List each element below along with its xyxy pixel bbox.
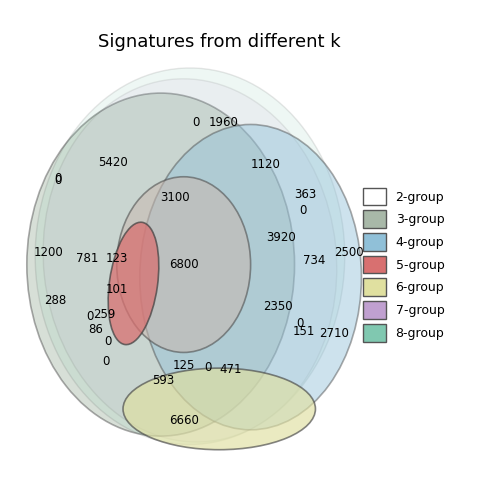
Text: 781: 781 [76,252,99,265]
Ellipse shape [27,93,294,436]
Text: 86: 86 [88,323,103,336]
Text: 6660: 6660 [169,414,199,427]
Text: 151: 151 [293,325,316,338]
Text: 0: 0 [54,174,62,187]
Text: 2500: 2500 [334,245,364,259]
Text: 1200: 1200 [34,245,64,259]
Text: 0: 0 [105,336,112,348]
Text: 288: 288 [44,294,66,306]
Text: 0: 0 [299,204,306,217]
Text: 1120: 1120 [250,158,280,171]
Text: 259: 259 [93,308,115,321]
Text: 3100: 3100 [160,191,190,204]
Ellipse shape [140,124,361,430]
Ellipse shape [43,79,337,442]
Text: 363: 363 [294,188,316,201]
Text: 2350: 2350 [263,300,293,313]
Text: 125: 125 [172,359,195,372]
Text: 101: 101 [105,283,128,296]
Text: 0: 0 [102,355,109,368]
Text: 1960: 1960 [209,116,238,129]
Text: 3920: 3920 [266,231,296,244]
Text: 593: 593 [152,374,174,387]
Text: 0: 0 [296,317,304,330]
Legend: 2-group, 3-group, 4-group, 5-group, 6-group, 7-group, 8-group: 2-group, 3-group, 4-group, 5-group, 6-gr… [359,184,448,345]
Text: 123: 123 [105,252,128,265]
Text: 6800: 6800 [169,258,199,271]
Text: 471: 471 [219,363,242,375]
Ellipse shape [117,177,250,352]
Text: 0: 0 [54,172,62,185]
Ellipse shape [123,368,316,450]
Text: 0: 0 [204,361,211,374]
Text: 2710: 2710 [320,327,349,340]
Text: 734: 734 [303,254,326,267]
Text: 0: 0 [86,310,93,324]
Ellipse shape [108,222,159,345]
Ellipse shape [35,68,345,445]
Title: Signatures from different k: Signatures from different k [98,33,341,51]
Text: 0: 0 [193,116,200,129]
Text: 5420: 5420 [98,156,128,169]
